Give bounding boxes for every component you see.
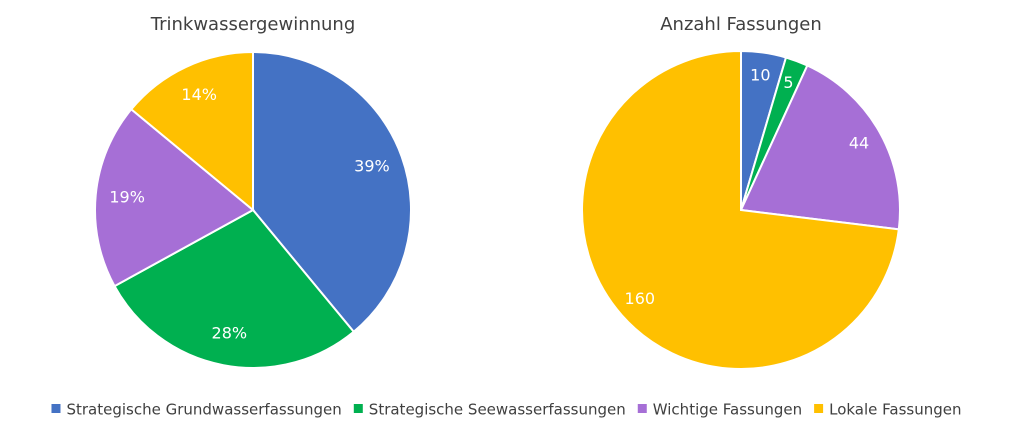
- pie-slice: [129, 50, 254, 213]
- legend-swatch: [353, 404, 363, 413]
- pie-slice: [252, 50, 412, 334]
- data-label: 160: [625, 289, 656, 308]
- data-label: 28%: [212, 324, 248, 343]
- legend-label: Strategische Grundwasserfassungen: [66, 401, 341, 419]
- pie-slice: [739, 64, 901, 231]
- chart-title: Anzahl Fassungen: [660, 14, 822, 35]
- data-label: 5: [783, 73, 793, 92]
- data-label: 14%: [181, 85, 217, 104]
- legend-swatch: [637, 404, 647, 413]
- data-label: 10: [750, 66, 770, 85]
- legend-swatch: [51, 404, 61, 413]
- pie-slice: [94, 107, 255, 288]
- legend-swatch: [814, 404, 824, 413]
- chart-title: Trinkwassergewinnung: [150, 14, 356, 35]
- data-label: 44: [849, 134, 869, 153]
- legend-label: Lokale Fassungen: [829, 401, 961, 419]
- data-label: 39%: [354, 157, 390, 176]
- legend-label: Wichtige Fassungen: [653, 401, 802, 419]
- pie-slice: [113, 208, 356, 369]
- legend-label: Strategische Seewasserfassungen: [369, 401, 626, 419]
- pie-slice: [581, 49, 900, 370]
- data-label: 19%: [109, 188, 145, 207]
